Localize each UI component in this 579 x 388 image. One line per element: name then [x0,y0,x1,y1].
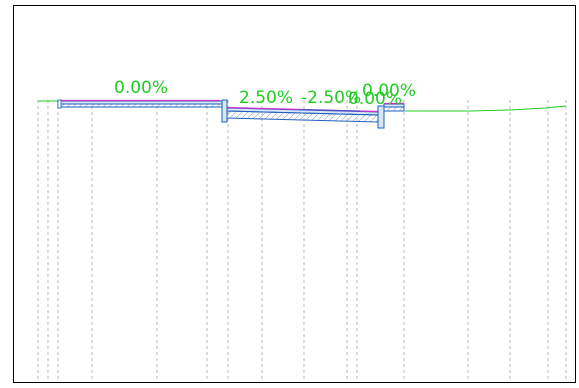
median-curb-left [221,99,228,123]
left-pavement-section [57,99,223,109]
station-gridlines [37,100,567,382]
slope-label-center-left: 2.50% [239,88,293,108]
slope-label-left-lane: 0.00% [114,78,168,98]
center-pavement-section [226,106,379,123]
median-curb-right [377,105,385,129]
right-shoulder-section [383,102,405,112]
drawing-frame [13,5,576,383]
slope-label-right-shoulder-b: 0.00% [348,89,402,109]
slope-label-center-right: -2.50% [301,88,361,108]
slope-label-right-shoulder-a: 0.00% [362,81,416,101]
